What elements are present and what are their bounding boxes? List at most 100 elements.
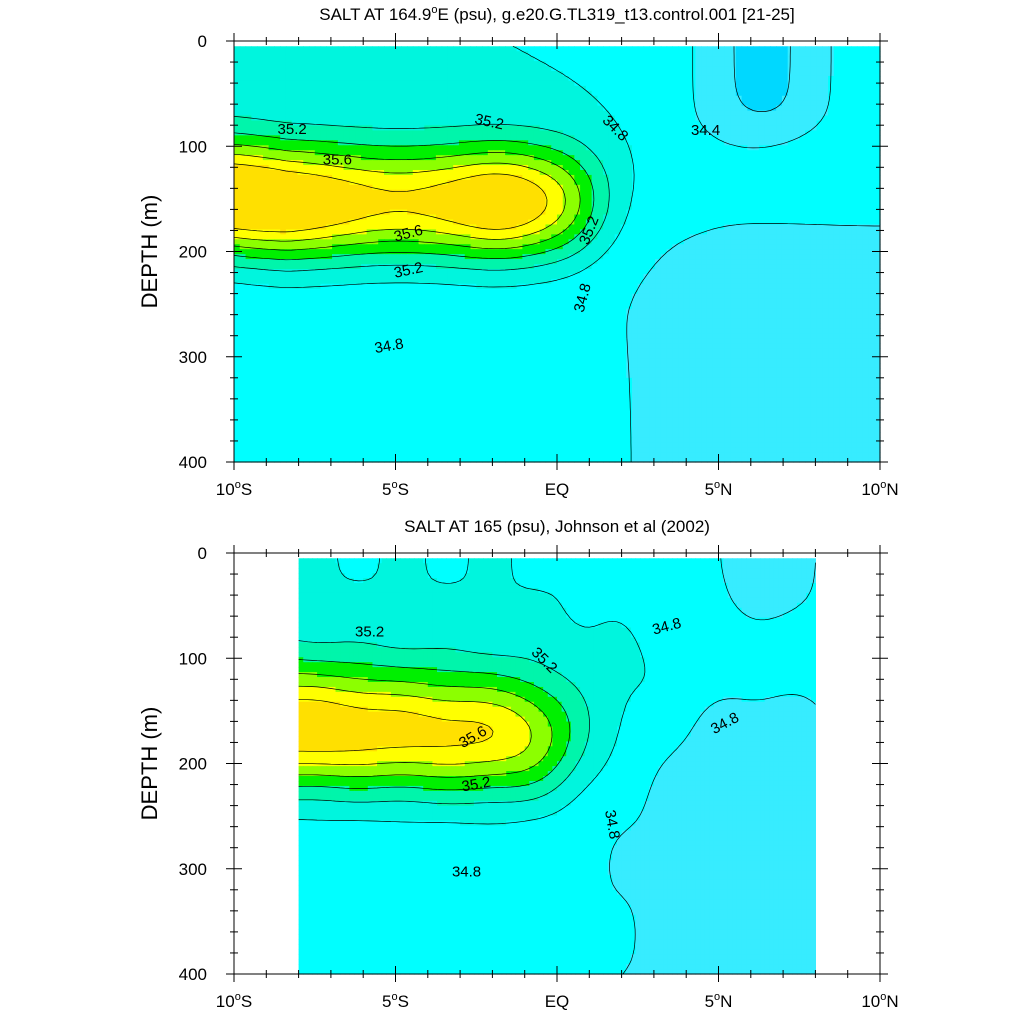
salinity-cell (343, 120, 350, 127)
salinity-cell (528, 95, 535, 102)
salinity-cell (234, 224, 241, 230)
salinity-cell (695, 224, 702, 230)
salinity-cell (655, 56, 662, 62)
salinity-cell (245, 160, 252, 166)
salinity-cell (257, 46, 264, 52)
salinity-cell (787, 85, 795, 92)
salinity-cell (868, 125, 875, 131)
salinity-cell (539, 46, 547, 52)
salinity-cell (631, 160, 639, 166)
salinity-cell (764, 229, 772, 235)
salinity-cell (730, 189, 737, 196)
salinity-cell (695, 46, 702, 52)
salinity-cell (435, 120, 443, 127)
salinity-cell (712, 90, 720, 97)
salinity-cell (424, 115, 431, 122)
salinity-cell (383, 66, 391, 72)
salinity-cell (268, 130, 275, 136)
salinity-cell (332, 71, 339, 77)
salinity-cell (262, 239, 270, 245)
salinity-cell (706, 150, 714, 156)
salinity-cell (851, 90, 858, 97)
salinity-cell (424, 179, 431, 186)
salinity-cell (724, 169, 731, 176)
salinity-cell (706, 46, 714, 52)
salinity-cell (355, 155, 362, 161)
salinity-cell (453, 100, 460, 107)
salinity-cell (660, 71, 668, 77)
salinity-cell (776, 165, 783, 171)
salinity-cell (510, 110, 518, 117)
salinity-cell (678, 249, 685, 255)
salinity-cell (337, 110, 345, 117)
salinity-cell (366, 100, 374, 107)
salinity-cell (274, 264, 281, 270)
salinity-cell (337, 51, 345, 57)
salinity-cell (724, 80, 731, 87)
salinity-cell (551, 264, 558, 270)
salinity-cell (539, 56, 547, 62)
salinity-cell (401, 75, 408, 82)
salinity-cell (810, 95, 818, 102)
salinity-cell (799, 140, 806, 146)
salinity-cell (799, 244, 806, 250)
salinity-cell (649, 239, 656, 245)
salinity-cell (799, 85, 806, 92)
salinity-cell (251, 239, 258, 245)
salinity-cell (234, 90, 241, 97)
salinity-cell (528, 234, 535, 240)
salinity-cell (678, 254, 685, 260)
salinity-cell (816, 219, 823, 226)
salinity-cell (262, 174, 270, 181)
salinity-cell (683, 120, 691, 127)
salinity-cell (516, 56, 523, 62)
salinity-cell (320, 155, 327, 161)
salinity-cell (274, 199, 281, 206)
salinity-cell (793, 150, 800, 156)
salinity-cell (637, 244, 645, 250)
salinity-cell (805, 51, 812, 57)
salinity-cell (562, 56, 570, 62)
salinity-cell (862, 71, 870, 77)
salinity-cell (320, 189, 327, 196)
salinity-cell (781, 90, 789, 97)
salinity-cell (378, 66, 385, 72)
salinity-cell (741, 160, 748, 166)
salinity-cell (781, 46, 789, 52)
salinity-cell (695, 145, 702, 151)
salinity-cell (816, 184, 823, 191)
salinity-cell (320, 75, 327, 82)
salinity-cell (245, 105, 252, 112)
salinity-cell (395, 244, 402, 250)
salinity-cell (360, 239, 368, 245)
salinity-cell (799, 150, 806, 156)
salinity-cell (868, 71, 875, 77)
salinity-cell (724, 130, 731, 136)
salinity-cell (257, 264, 264, 270)
salinity-cell (741, 80, 748, 87)
salinity-cell (799, 155, 806, 161)
salinity-cell (591, 179, 598, 186)
salinity-cell (568, 264, 575, 270)
salinity-cell (268, 165, 275, 171)
salinity-cell (401, 194, 408, 201)
salinity-cell (447, 169, 454, 176)
salinity-cell (285, 254, 293, 260)
salinity-cell (395, 150, 402, 156)
salinity-cell (591, 209, 598, 216)
salinity-cell (245, 169, 252, 176)
salinity-cell (620, 105, 627, 112)
salinity-cell (510, 199, 518, 206)
salinity-cell (262, 199, 270, 206)
salinity-cell (360, 169, 368, 176)
salinity-cell (655, 189, 662, 196)
salinity-cell (753, 249, 760, 255)
salinity-cell (378, 105, 385, 112)
salinity-cell (614, 184, 622, 191)
salinity-cell (337, 130, 345, 136)
salinity-cell (251, 120, 258, 127)
salinity-cell (314, 135, 322, 141)
salinity-cell (764, 160, 772, 166)
salinity-cell (724, 194, 731, 201)
salinity-cell (591, 169, 598, 176)
